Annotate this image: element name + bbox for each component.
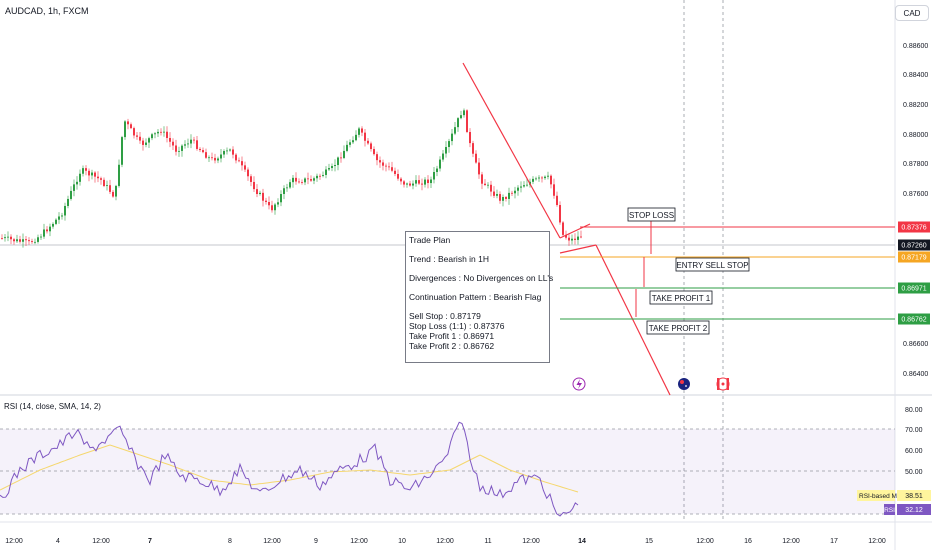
entry-label-box[interactable] <box>675 257 750 272</box>
flag-lower-line[interactable] <box>559 244 597 254</box>
trade-plan-trend: Trend : Bearish in 1H <box>409 254 489 264</box>
symbol-title[interactable]: AUDCAD, 1h, FXCM <box>5 6 89 16</box>
time-axis-label: 12:00 <box>522 538 540 545</box>
rsi-badge-value: 32.12 <box>905 507 923 514</box>
time-axis-label: 12:00 <box>868 538 886 545</box>
trade-plan-tp2: Take Profit 2 : 0.86762 <box>409 341 495 351</box>
flag-upper-line[interactable] <box>559 223 591 239</box>
price-badge-label: 0.87376 <box>901 225 926 232</box>
rsi-ma-badge-value: 38.51 <box>905 493 923 500</box>
flag-ca-icon[interactable] <box>716 377 730 391</box>
rsi-axis: 80.00 70.00 60.00 50.00 <box>905 407 923 476</box>
price-tick-label: 0.88400 <box>903 72 928 79</box>
time-axis-label: 8 <box>228 538 232 545</box>
trend-line[interactable] <box>462 62 561 239</box>
price-tick-label: 0.88000 <box>903 132 928 139</box>
rsi-badge: RSI 32.12 <box>884 504 931 515</box>
tp1-label: TAKE PROFIT 1 <box>652 294 711 303</box>
price-badge-label: 0.87260 <box>901 243 926 250</box>
price-badge-label: 0.86762 <box>901 317 926 324</box>
time-axis-label: 16 <box>744 538 752 545</box>
lightning-icon[interactable] <box>572 377 586 391</box>
rsi-ma-badge-label: RSI-based MA <box>859 493 902 500</box>
projection-line[interactable] <box>595 244 671 396</box>
time-axis-label: 7 <box>148 538 152 545</box>
rsi-tick-label: 80.00 <box>905 407 923 414</box>
time-axis-label: 12:00 <box>5 538 23 545</box>
time-axis-label: 12:00 <box>696 538 714 545</box>
time-axis-label: 12:00 <box>782 538 800 545</box>
price-tick-label: 0.87600 <box>903 191 928 198</box>
trade-plan-divergences: Divergences : No Divergences on LL's <box>409 273 554 283</box>
rsi-tick-label: 70.00 <box>905 427 923 434</box>
currency-button[interactable]: CAD <box>895 5 929 21</box>
price-badge <box>898 313 930 325</box>
tp1-label-box[interactable] <box>649 290 713 305</box>
rsi-tick-label: 60.00 <box>905 448 923 455</box>
tp2-label-box[interactable] <box>646 320 710 335</box>
trade-plan-pattern: Continuation Pattern : Bearish Flag <box>409 292 542 302</box>
rsi-ma-badge: RSI-based MA 38.51 <box>857 490 931 501</box>
stop-loss-label: STOP LOSS <box>629 211 674 220</box>
price-tick-label: 0.86600 <box>903 341 928 348</box>
time-axis-label: 17 <box>830 538 838 545</box>
stop-loss-label-box[interactable] <box>627 207 676 222</box>
price-tick-label: 0.88600 <box>903 43 928 50</box>
time-axis[interactable]: 12:00 4 12:00 7 8 12:00 9 12:00 10 12:00 11 12:00 14… <box>5 538 886 545</box>
rsi-band <box>0 429 895 514</box>
price-tick-label: 0.87800 <box>903 161 928 168</box>
time-axis-label: 11 <box>484 538 491 545</box>
price-badge <box>898 251 930 263</box>
price-tick-label: 0.88200 <box>903 102 928 109</box>
price-badge <box>898 282 930 294</box>
price-badge-label: 0.86971 <box>901 286 926 293</box>
time-axis-label: 12:00 <box>436 538 454 545</box>
price-badge <box>898 239 930 251</box>
rsi-tick-label: 50.00 <box>905 469 923 476</box>
tp2-label: TAKE PROFIT 2 <box>649 324 708 333</box>
time-axis-label: 14 <box>578 538 586 545</box>
trade-plan-sell-stop: Sell Stop : 0.87179 <box>409 311 481 321</box>
rsi-line <box>0 421 579 517</box>
price-tick-label: 0.86400 <box>903 371 928 378</box>
time-axis-label: 10 <box>398 538 406 545</box>
time-axis-label: 4 <box>56 538 60 545</box>
time-axis-label: 12:00 <box>92 538 110 545</box>
trade-plan-note[interactable]: Trade Plan Trend : Bearish in 1H Diverge… <box>405 231 554 363</box>
entry-label: ENTRY SELL STOP <box>676 261 748 270</box>
price-badge-label: 0.87179 <box>901 255 926 262</box>
flag-au-icon[interactable] <box>678 378 690 390</box>
trade-plan-stop-loss: Stop Loss (1:1) : 0.87376 <box>409 321 505 331</box>
time-axis-label: 9 <box>314 538 318 545</box>
rsi-badge-label: RSI <box>884 507 895 514</box>
time-axis-label: 12:00 <box>263 538 281 545</box>
trade-plan-tp1: Take Profit 1 : 0.86971 <box>409 331 495 341</box>
price-badges: 0.87376 0.87260 0.87179 0.86971 0.86762 <box>898 221 930 325</box>
trade-plan-title: Trade Plan <box>409 235 451 245</box>
rsi-indicator-title[interactable]: RSI (14, close, SMA, 14, 2) <box>4 402 101 411</box>
price-axis[interactable]: 0.88600 0.88400 0.88200 0.88000 0.87800 0.876… <box>903 43 928 378</box>
candlestick-series <box>1 108 582 248</box>
time-axis-label: 15 <box>645 538 653 545</box>
time-axis-label: 12:00 <box>350 538 368 545</box>
price-badge <box>898 221 930 233</box>
